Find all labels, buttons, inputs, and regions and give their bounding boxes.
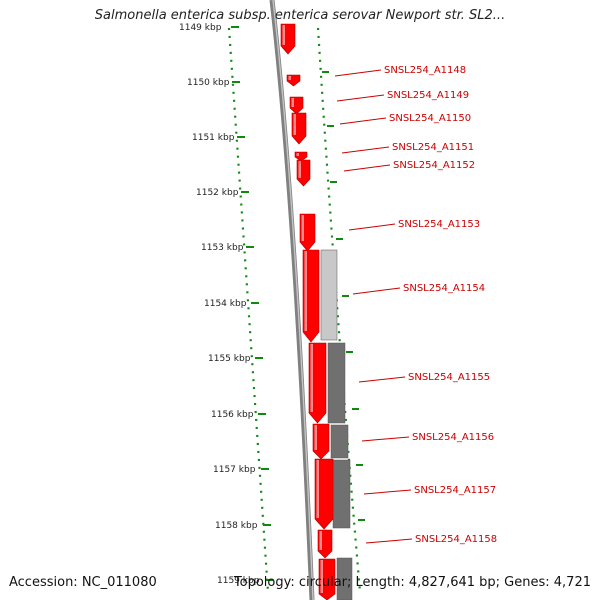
tick-label: 1153 kbp bbox=[201, 243, 244, 253]
gene-label-leader bbox=[343, 164, 391, 172]
gene-label[interactable]: SNSL254_A1158 bbox=[415, 534, 497, 545]
gene-label[interactable]: SNSL254_A1157 bbox=[414, 485, 496, 496]
gene-label-track: SNSL254_A1148 SNSL254_A1149 SNSL254_A1150 S… bbox=[334, 65, 497, 545]
gene-label[interactable]: SNSL254_A1153 bbox=[398, 219, 480, 230]
grey-feature-block bbox=[332, 459, 351, 529]
gene-label-leader bbox=[365, 538, 413, 544]
gene-label[interactable]: SNSL254_A1151 bbox=[392, 142, 474, 153]
gene-track bbox=[280, 23, 336, 600]
gene-label-leader bbox=[334, 69, 382, 77]
gene-arrow[interactable] bbox=[308, 342, 327, 424]
gene-label[interactable]: SNSL254_A1155 bbox=[408, 372, 490, 383]
tick-label: 1149 kbp bbox=[179, 23, 222, 33]
gene-arrow-shine bbox=[282, 25, 285, 45]
gene-label-leader bbox=[352, 287, 401, 295]
gene-arrow-shine bbox=[301, 215, 304, 241]
accession-text: Accession: NC_011080 bbox=[9, 575, 157, 590]
kbp-ruler: 1149 kbp 1150 kbp 1151 kbp 1152 kbp 1153 kbp… bbox=[179, 23, 365, 593]
gene-arrow-shine bbox=[298, 161, 301, 178]
grey-feature-track bbox=[320, 249, 353, 600]
gene-arrow-shine bbox=[293, 114, 296, 135]
gene-label-leader bbox=[363, 489, 412, 495]
grey-feature-block bbox=[336, 557, 353, 600]
gene-arrow-shine bbox=[320, 560, 323, 593]
tick-label: 1158 kbp bbox=[215, 521, 258, 531]
gene-arrow[interactable] bbox=[314, 458, 334, 530]
gene-label[interactable]: SNSL254_A1156 bbox=[412, 432, 494, 443]
gene-label-leader bbox=[339, 117, 387, 125]
genome-backbone bbox=[269, 0, 315, 600]
gene-arrow-shine bbox=[319, 531, 322, 550]
grey-feature-block bbox=[330, 424, 349, 459]
gene-label[interactable]: SNSL254_A1148 bbox=[384, 65, 466, 76]
gene-arrow-shine bbox=[316, 460, 319, 518]
gene-arrow-shine bbox=[296, 153, 299, 156]
organism-title: Salmonella enterica subsp. enterica sero… bbox=[94, 8, 506, 23]
gene-label-leader bbox=[358, 376, 406, 383]
grey-feature-block bbox=[320, 249, 338, 341]
gene-arrow-shine bbox=[314, 425, 317, 450]
gene-label[interactable]: SNSL254_A1149 bbox=[387, 90, 469, 101]
tick-label: 1154 kbp bbox=[204, 299, 247, 309]
gene-label-leader bbox=[361, 436, 410, 442]
gene-label[interactable]: SNSL254_A1150 bbox=[389, 113, 471, 124]
grey-feature-block bbox=[327, 342, 346, 424]
gene-label-leader bbox=[341, 146, 390, 154]
tick-label: 1156 kbp bbox=[211, 410, 254, 420]
tick-label: 1159 kbp bbox=[217, 576, 260, 586]
tick-label: 1152 kbp bbox=[196, 188, 239, 198]
ruler-dotted-line bbox=[227, 27, 270, 593]
topology-text: Topology: circular; Length: 4,827,641 bp… bbox=[233, 575, 591, 590]
backbone-highlight bbox=[272, 0, 314, 600]
gene-label-leader bbox=[336, 94, 385, 102]
gene-arrow-shine bbox=[291, 98, 294, 107]
tick-label: 1155 kbp bbox=[208, 354, 251, 364]
gene-arrow-shine bbox=[310, 344, 313, 412]
gene-arrow-shine bbox=[304, 251, 307, 331]
gene-label-leader bbox=[348, 223, 396, 231]
tick-label: 1150 kbp bbox=[187, 78, 230, 88]
tick-label: 1151 kbp bbox=[192, 133, 235, 143]
gene-label[interactable]: SNSL254_A1154 bbox=[403, 283, 485, 294]
tick-label: 1157 kbp bbox=[213, 465, 256, 475]
gene-arrow-shine bbox=[288, 76, 291, 80]
gene-label[interactable]: SNSL254_A1152 bbox=[393, 160, 475, 171]
backbone-line bbox=[269, 0, 315, 600]
